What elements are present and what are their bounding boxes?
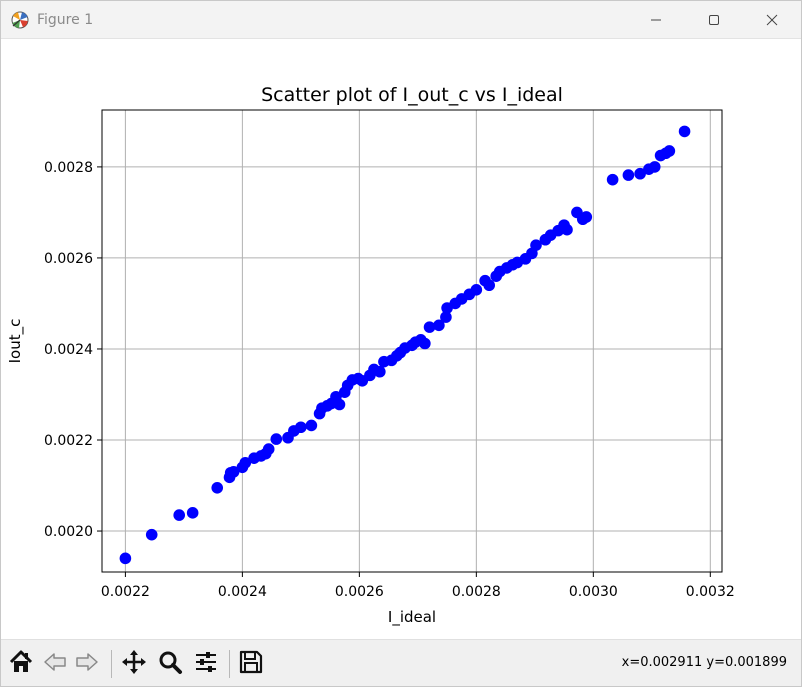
y-tick-label: 0.0020 bbox=[44, 524, 93, 540]
scatter-point bbox=[173, 509, 186, 521]
scatter-point bbox=[239, 456, 252, 469]
minimize-button[interactable] bbox=[627, 1, 685, 39]
scatter-point bbox=[580, 211, 593, 223]
matplotlib-figure-icon bbox=[11, 11, 29, 29]
x-tick-label: 0.0030 bbox=[569, 584, 618, 600]
x-tick-label: 0.0028 bbox=[452, 584, 501, 600]
home-button[interactable] bbox=[7, 650, 35, 678]
y-tick-label: 0.0022 bbox=[44, 433, 93, 449]
scatter-point bbox=[262, 443, 275, 455]
axes-frame bbox=[101, 109, 723, 573]
scatter-point bbox=[530, 239, 542, 251]
scatter-point bbox=[648, 161, 661, 173]
axis-ticks: 0.0022 0.0024 0.0026 0.0028 0.0030 0.0032 0.00… bbox=[44, 160, 735, 600]
x-tick-label: 0.0026 bbox=[335, 584, 384, 600]
scatter-point bbox=[440, 311, 452, 323]
toolbar-separator bbox=[229, 650, 230, 678]
scatter-point bbox=[145, 528, 158, 541]
scatter-point bbox=[419, 337, 431, 350]
sliders-icon bbox=[193, 649, 219, 679]
close-button[interactable] bbox=[743, 1, 801, 39]
arrow-left-icon bbox=[42, 649, 68, 679]
grid-lines bbox=[102, 110, 722, 572]
x-axis-label: I_ideal bbox=[388, 608, 436, 627]
move-icon bbox=[121, 649, 147, 679]
scatter-point bbox=[270, 433, 283, 445]
scatter-point bbox=[663, 145, 676, 157]
window-title: Figure 1 bbox=[37, 12, 94, 28]
scatter-point bbox=[678, 125, 691, 138]
scatter-point bbox=[119, 552, 132, 565]
scatter-point bbox=[606, 173, 619, 186]
x-tick-label: 0.0024 bbox=[218, 584, 267, 600]
scatter-points bbox=[119, 125, 691, 565]
y-tick-label: 0.0024 bbox=[44, 342, 93, 358]
back-button[interactable] bbox=[41, 650, 69, 678]
x-tick-label: 0.0032 bbox=[686, 584, 735, 600]
floppy-disk-icon bbox=[238, 649, 264, 679]
maximize-button[interactable] bbox=[685, 1, 743, 39]
configure-subplots-button[interactable] bbox=[192, 650, 220, 678]
save-button[interactable] bbox=[237, 650, 265, 678]
scatter-point bbox=[433, 319, 445, 332]
scatter-point bbox=[305, 419, 318, 432]
y-tick-label: 0.0028 bbox=[44, 160, 93, 176]
x-tick-label: 0.0022 bbox=[101, 584, 150, 600]
scatter-point bbox=[295, 421, 307, 434]
magnifier-icon bbox=[157, 649, 183, 679]
navigation-toolbar: x=0.002911 y=0.001899 bbox=[1, 639, 801, 686]
scatter-point bbox=[374, 365, 386, 378]
scatter-point bbox=[227, 466, 240, 478]
scatter-point bbox=[561, 223, 573, 236]
y-tick-label: 0.0026 bbox=[44, 251, 93, 267]
scatter-point bbox=[483, 279, 496, 292]
scatter-point bbox=[333, 398, 346, 411]
scatter-point bbox=[634, 167, 646, 180]
scatter-chart: 0.0022 0.0024 0.0026 0.0028 0.0030 0.0032 0.00… bbox=[6, 84, 735, 627]
scatter-point bbox=[186, 507, 199, 519]
scatter-point bbox=[211, 481, 224, 494]
maximize-icon bbox=[708, 11, 720, 30]
figure-canvas[interactable]: 0.0022 0.0024 0.0026 0.0028 0.0030 0.0032 0.00… bbox=[1, 39, 801, 639]
close-icon bbox=[766, 11, 778, 30]
title-bar[interactable]: Figure 1 bbox=[1, 1, 801, 39]
zoom-button[interactable] bbox=[156, 650, 184, 678]
scatter-point bbox=[470, 283, 483, 296]
home-icon bbox=[8, 649, 34, 679]
scatter-point bbox=[423, 321, 436, 333]
y-axis-label: Iout_c bbox=[6, 319, 25, 364]
toolbar-separator bbox=[111, 650, 112, 678]
arrow-right-icon bbox=[74, 649, 100, 679]
cursor-coordinates: x=0.002911 y=0.001899 bbox=[621, 655, 787, 670]
pan-button[interactable] bbox=[120, 650, 148, 678]
minimize-icon bbox=[650, 11, 662, 30]
scatter-point bbox=[622, 169, 635, 181]
chart-title: Scatter plot of I_out_c vs I_ideal bbox=[261, 84, 563, 106]
forward-button[interactable] bbox=[73, 650, 101, 678]
